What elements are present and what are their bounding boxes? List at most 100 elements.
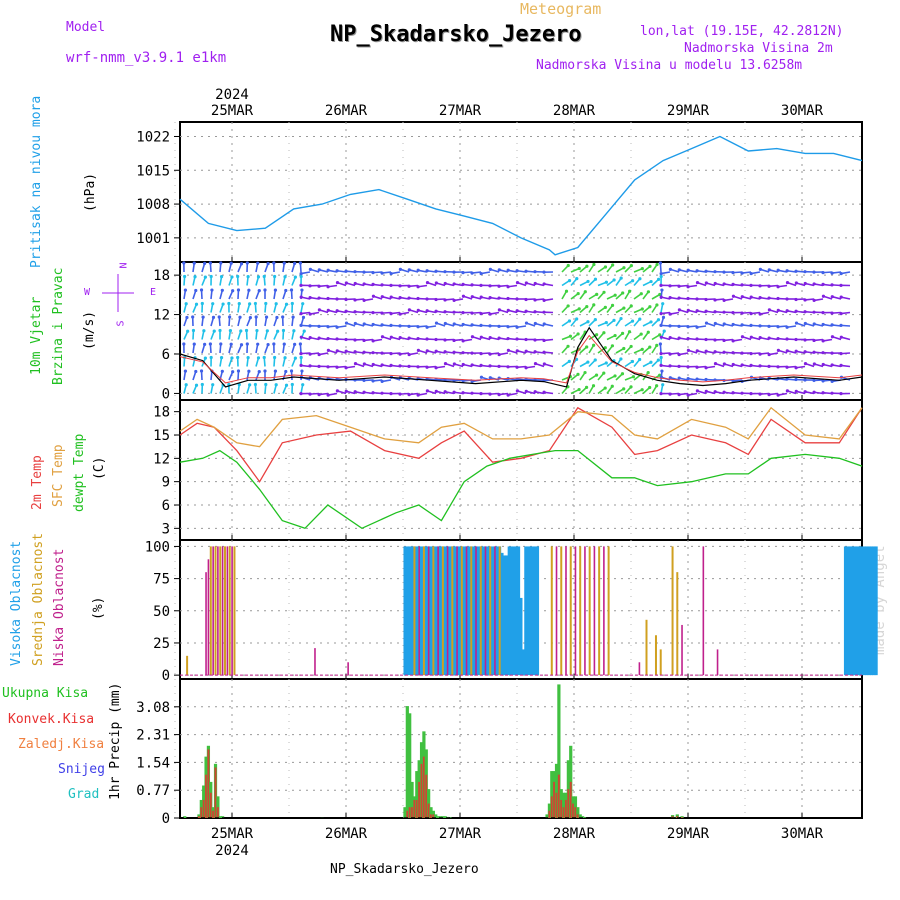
wind-arrow-head — [767, 284, 771, 288]
ytick-label: 0 — [162, 668, 170, 684]
wind-arrow-head — [237, 301, 241, 306]
wind-arrow-head — [371, 322, 375, 327]
wind-arrow-head — [704, 297, 708, 302]
wind-arrow-head — [380, 283, 384, 287]
wind-arrow-head — [749, 335, 753, 339]
wind-arrow-head — [758, 352, 762, 356]
wind-arrow-head — [425, 280, 430, 285]
wind-arrow-head — [533, 390, 537, 394]
wind-arrow-head — [326, 308, 330, 312]
wind-arrow-head — [595, 333, 599, 337]
wind-arrow-head — [776, 268, 780, 272]
precip-total-bar — [545, 814, 549, 818]
wind-arrow-head — [362, 350, 366, 354]
xtick-label-bottom: 30MAR — [781, 826, 824, 842]
wind-arrow-head — [362, 282, 366, 286]
precip-conv-bar — [415, 799, 418, 818]
wind-arrow-head — [542, 350, 546, 354]
wind-arrow-head — [628, 289, 632, 293]
wind-arrow-head — [695, 269, 699, 273]
wind-arrow-head — [533, 350, 537, 354]
wind-arrow-head — [668, 284, 672, 288]
precip-total-bar — [554, 763, 559, 818]
high-cloud-bar — [524, 546, 528, 676]
wind-arrow-head — [425, 297, 429, 301]
wind-arrow-head — [767, 392, 771, 397]
precip-conv-bar — [205, 774, 208, 818]
wind-arrow-head — [229, 261, 233, 265]
wind-arrow-head — [758, 295, 762, 300]
wind-arrow-head — [389, 295, 393, 299]
wind-arrow-head — [524, 309, 528, 313]
wind-arrow-head — [830, 379, 834, 384]
wind-arrow-head — [776, 325, 780, 329]
wind-arrow-head — [326, 365, 330, 369]
high-cloud-bar — [457, 546, 461, 676]
wind-arrow-head — [506, 336, 510, 341]
xtick-label-bottom: 29MAR — [667, 826, 710, 842]
wind-arrow-head — [290, 301, 294, 306]
wind-arrow-head — [452, 282, 456, 286]
precip-conv-bar — [560, 799, 563, 818]
wind-arrow-head — [506, 393, 510, 397]
wind-arrow-head — [301, 315, 306, 319]
wind-arrow-head — [256, 356, 261, 360]
wind-arrow-head — [220, 369, 224, 373]
wind-arrow-head — [686, 376, 690, 381]
wind-arrow-head — [686, 348, 690, 352]
high-cloud-bar — [505, 555, 509, 676]
wind-arrow-head — [488, 267, 492, 271]
precip-total-bar — [218, 816, 222, 818]
legend-snow: Snijeg — [58, 762, 105, 777]
wind-arrow-head — [677, 392, 681, 397]
wind-arrow-head — [524, 366, 528, 370]
high-cloud-bar — [519, 597, 523, 676]
wind-gust-line — [179, 334, 863, 384]
wind-arrow-head — [677, 308, 681, 312]
wind-arrow-head — [794, 269, 798, 273]
wind-arrow-head — [695, 297, 699, 301]
wind-arrow-head — [308, 267, 312, 271]
high-cloud-bar — [867, 546, 871, 676]
wind-arrow-head — [416, 393, 420, 397]
precip-conv-bar — [548, 810, 551, 818]
wind-arrow-head — [658, 333, 662, 337]
wind-arrow-head — [812, 282, 816, 286]
wind-arrow-head — [604, 361, 608, 365]
wind-arrow-head — [839, 352, 843, 356]
wind-arrow-head — [794, 366, 798, 370]
wind-arrow-head — [677, 324, 681, 328]
wind-arrow-head — [506, 325, 510, 329]
wind-arrow-head — [524, 389, 528, 393]
ytick-label: 1022 — [136, 129, 170, 145]
wind-arrow-head — [452, 338, 456, 343]
wind-arrow-head — [389, 363, 393, 368]
wind-arrow-head — [604, 321, 608, 325]
wind-arrow-head — [488, 284, 492, 288]
wind-arrow-head — [203, 342, 207, 346]
wind-arrow-head — [713, 321, 717, 326]
wind-arrow-head — [686, 285, 690, 289]
wind-arrow-head — [740, 351, 744, 355]
high-cloud-bar — [851, 546, 855, 676]
precip-conv-bar — [671, 816, 674, 818]
wind-arrow-head — [308, 284, 312, 288]
wind-arrow-head — [470, 391, 474, 395]
wind-arrow-head — [767, 296, 771, 300]
ytick-label: 9 — [162, 475, 170, 491]
wind-arrow-head — [353, 361, 358, 366]
wind-arrow-head — [353, 338, 357, 342]
high-cloud-bar — [467, 546, 471, 676]
wind-arrow-head — [194, 302, 199, 306]
wind-arrow-head — [646, 371, 650, 375]
wind-arrow-head — [416, 365, 420, 369]
wind-arrow-head — [299, 323, 303, 327]
wind-arrow-head — [583, 290, 587, 294]
wind-arrow-head — [713, 361, 718, 366]
wind-arrow-head — [488, 376, 492, 380]
ytick-label: 18 — [153, 268, 170, 284]
wind-arrow-head — [576, 332, 580, 336]
wind-arrow-head — [298, 261, 302, 265]
wind-arrow-head — [302, 329, 306, 333]
wind-arrow-head — [264, 315, 269, 319]
